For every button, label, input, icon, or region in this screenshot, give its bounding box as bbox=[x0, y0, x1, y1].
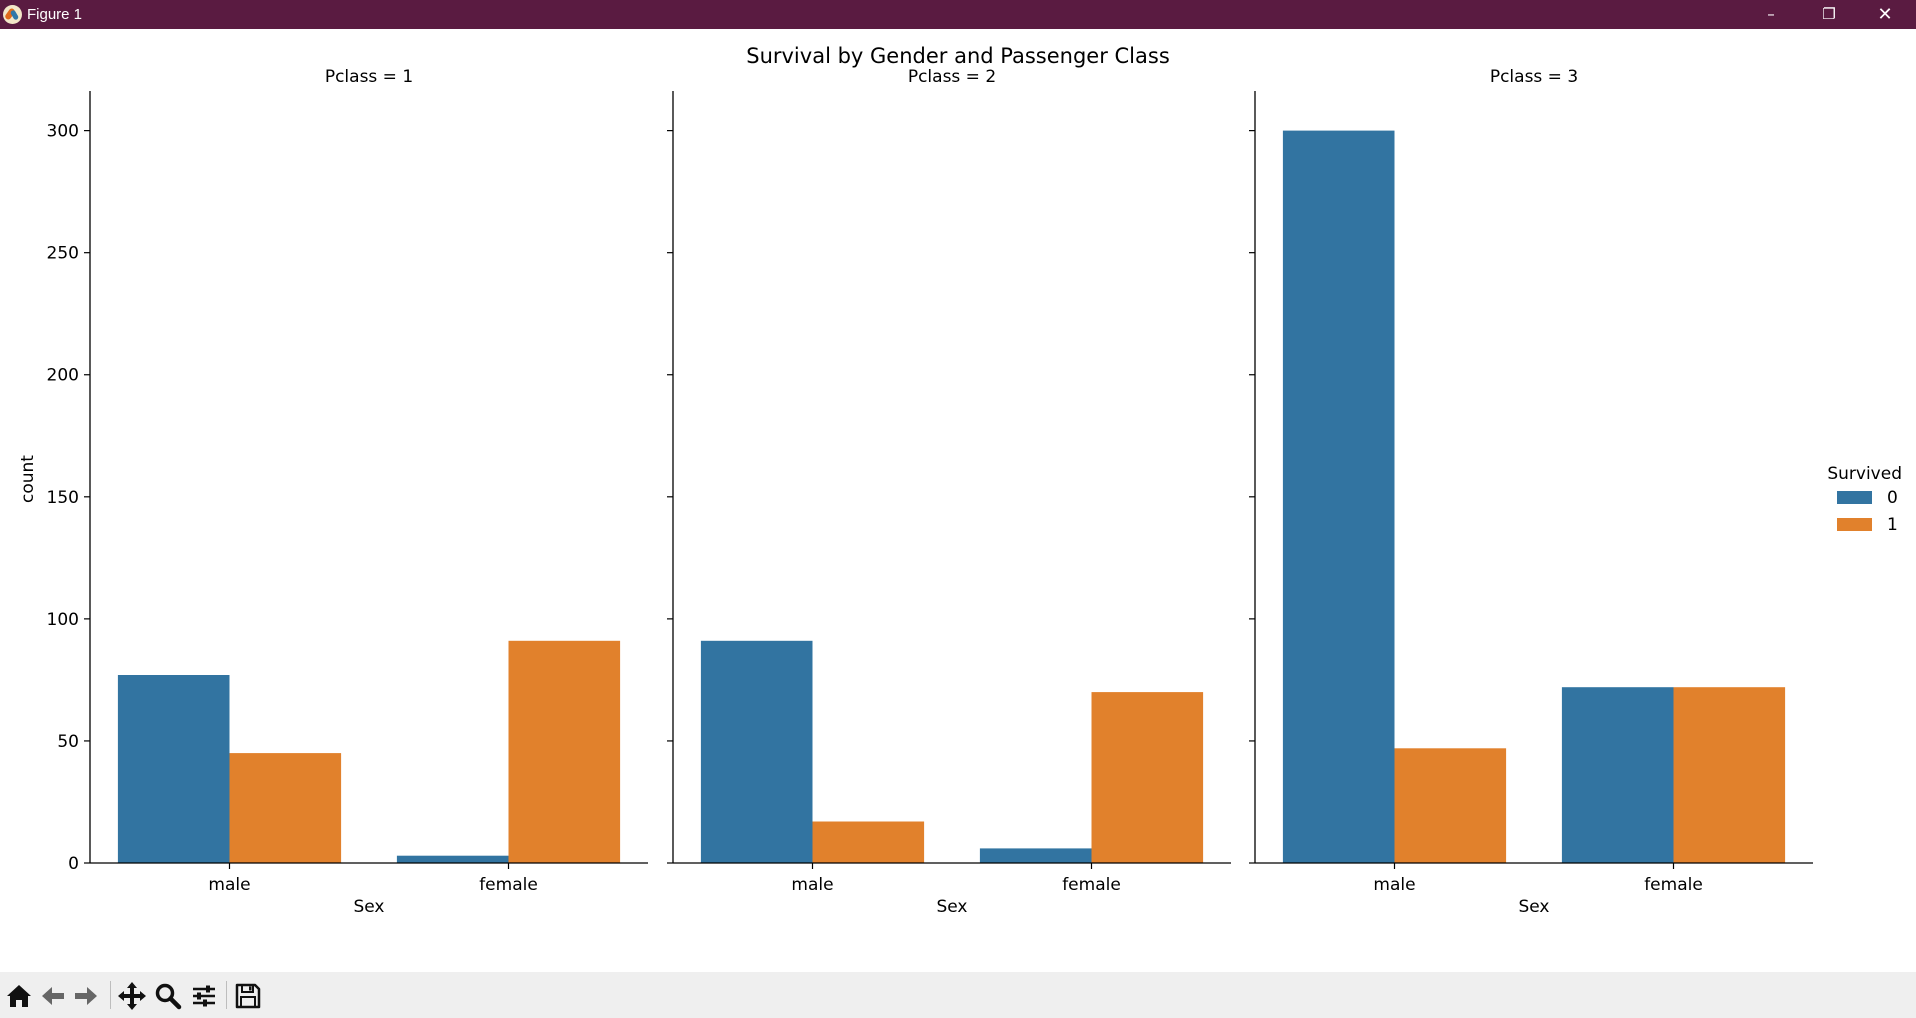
back-button[interactable] bbox=[37, 980, 69, 1012]
x-tick-label: female bbox=[1644, 875, 1703, 895]
x-tick-label: male bbox=[1373, 875, 1415, 895]
facet-bar-chart: Survival by Gender and Passenger Class 0 5… bbox=[18, 44, 1902, 917]
bar-pclass3-male-survived-1 bbox=[1394, 748, 1507, 863]
y-tick-label: 50 bbox=[57, 732, 79, 752]
facet-title: Pclass = 1 bbox=[325, 67, 413, 87]
bar-pclass3-female-survived-0 bbox=[1561, 687, 1674, 863]
bar-pclass2-male-survived-1 bbox=[812, 821, 925, 863]
y-tick-label: 200 bbox=[47, 366, 79, 386]
close-button[interactable]: ✕ bbox=[1877, 4, 1893, 25]
x-axis-label: Sex bbox=[353, 897, 384, 917]
arrow-left-icon bbox=[42, 987, 64, 1005]
save-button[interactable] bbox=[232, 980, 264, 1012]
window-titlebar: Figure 1 – ❐ ✕ bbox=[0, 0, 1916, 29]
y-tick-label: 150 bbox=[47, 488, 79, 508]
bar-pclass3-female-survived-1 bbox=[1673, 687, 1786, 863]
magnifier-icon bbox=[155, 983, 182, 1010]
y-tick-label: 100 bbox=[47, 610, 79, 630]
matplotlib-logo-icon bbox=[3, 5, 22, 24]
legend-label-0: 0 bbox=[1887, 488, 1898, 508]
move-icon bbox=[118, 982, 146, 1010]
bar-pclass2-female-survived-1 bbox=[1091, 692, 1204, 863]
window-title: Figure 1 bbox=[27, 6, 83, 23]
pan-button[interactable] bbox=[116, 980, 148, 1012]
maximize-button[interactable]: ❐ bbox=[1822, 5, 1836, 23]
forward-button[interactable] bbox=[70, 980, 102, 1012]
home-icon bbox=[7, 985, 31, 1007]
toolbar-separator bbox=[110, 981, 111, 1009]
bar-pclass1-male-survived-0 bbox=[117, 675, 230, 863]
sliders-icon bbox=[193, 985, 215, 1007]
toolbar-separator bbox=[226, 981, 227, 1009]
minimize-button[interactable]: – bbox=[1767, 5, 1775, 23]
x-axis-label: Sex bbox=[936, 897, 967, 917]
floppy-disk-icon bbox=[235, 983, 261, 1009]
x-tick-label: female bbox=[1062, 875, 1121, 895]
figure-canvas[interactable]: Survival by Gender and Passenger Class 0 5… bbox=[0, 29, 1916, 972]
legend-swatch-0 bbox=[1837, 491, 1872, 504]
navigation-toolbar bbox=[0, 972, 1916, 1018]
x-tick-label: female bbox=[479, 875, 538, 895]
arrow-right-icon bbox=[75, 987, 97, 1005]
chart-title: Survival by Gender and Passenger Class bbox=[746, 44, 1170, 68]
bar-pclass1-male-survived-1 bbox=[229, 753, 342, 863]
legend-label-1: 1 bbox=[1887, 515, 1898, 535]
zoom-button[interactable] bbox=[152, 980, 184, 1012]
bar-pclass1-female-survived-0 bbox=[396, 855, 509, 863]
bar-pclass1-female-survived-1 bbox=[508, 640, 621, 863]
y-axis-label: count bbox=[18, 455, 38, 503]
x-axis-label: Sex bbox=[1518, 897, 1549, 917]
facet-title: Pclass = 2 bbox=[908, 67, 996, 87]
legend-swatch-1 bbox=[1837, 518, 1872, 531]
configure-subplots-button[interactable] bbox=[188, 980, 220, 1012]
x-tick-label: male bbox=[208, 875, 250, 895]
bar-pclass2-female-survived-0 bbox=[979, 848, 1092, 863]
y-tick-label: 300 bbox=[47, 122, 79, 142]
legend-title: Survived bbox=[1827, 464, 1902, 484]
bar-pclass3-male-survived-0 bbox=[1282, 130, 1395, 864]
home-button[interactable] bbox=[3, 980, 35, 1012]
y-tick-label: 250 bbox=[47, 244, 79, 264]
facet-title: Pclass = 3 bbox=[1490, 67, 1578, 87]
y-tick-label: 0 bbox=[68, 854, 79, 874]
x-tick-label: male bbox=[791, 875, 833, 895]
bar-pclass2-male-survived-0 bbox=[700, 640, 813, 863]
